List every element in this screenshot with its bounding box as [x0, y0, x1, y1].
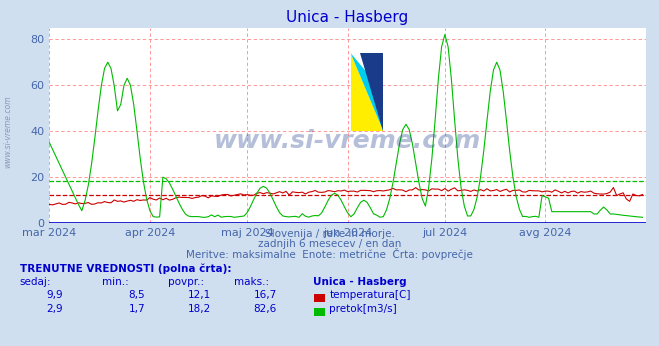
Text: 2,9: 2,9 [46, 304, 63, 314]
Text: Meritve: maksimalne  Enote: metrične  Črta: povprečje: Meritve: maksimalne Enote: metrične Črta… [186, 248, 473, 260]
Text: maks.:: maks.: [234, 277, 269, 288]
Text: 1,7: 1,7 [129, 304, 145, 314]
Text: 82,6: 82,6 [254, 304, 277, 314]
Text: temperatura[C]: temperatura[C] [330, 290, 411, 300]
Text: www.si-vreme.com: www.si-vreme.com [214, 129, 481, 153]
Text: 9,9: 9,9 [46, 290, 63, 300]
Text: pretok[m3/s]: pretok[m3/s] [330, 304, 397, 314]
Text: www.si-vreme.com: www.si-vreme.com [3, 95, 13, 168]
Text: 8,5: 8,5 [129, 290, 145, 300]
Text: Unica - Hasberg: Unica - Hasberg [313, 277, 407, 288]
Text: Slovenija / reke in morje.: Slovenija / reke in morje. [264, 229, 395, 239]
Text: povpr.:: povpr.: [168, 277, 204, 288]
Title: Unica - Hasberg: Unica - Hasberg [287, 10, 409, 25]
Text: TRENUTNE VREDNOSTI (polna črta):: TRENUTNE VREDNOSTI (polna črta): [20, 263, 231, 274]
Text: 12,1: 12,1 [188, 290, 211, 300]
Text: sedaj:: sedaj: [20, 277, 51, 288]
Text: min.:: min.: [102, 277, 129, 288]
Text: 16,7: 16,7 [254, 290, 277, 300]
Text: 18,2: 18,2 [188, 304, 211, 314]
Text: zadnjih 6 mesecev / en dan: zadnjih 6 mesecev / en dan [258, 239, 401, 249]
